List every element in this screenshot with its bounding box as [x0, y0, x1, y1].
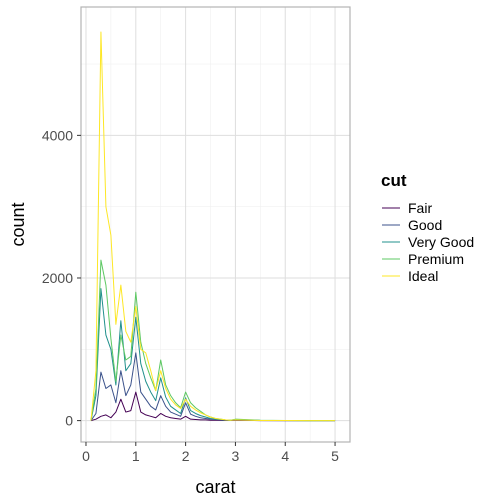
- x-tick-label: 0: [82, 448, 90, 464]
- x-tick-label: 4: [281, 448, 289, 464]
- y-axis-title: count: [8, 202, 28, 246]
- legend-label: Good: [408, 217, 442, 233]
- y-tick-label: 0: [65, 413, 73, 429]
- series-lines: [90, 31, 336, 422]
- legend-label: Fair: [408, 200, 432, 216]
- axes: 0 1 2 3 4 5 0 2000 4000: [42, 127, 339, 464]
- legend-label: Very Good: [408, 234, 474, 250]
- x-tick-label: 3: [232, 448, 240, 464]
- legend-title: cut: [381, 171, 407, 190]
- x-tick-label: 2: [182, 448, 190, 464]
- panel-border: [80, 6, 351, 443]
- y-tick-label: 4000: [42, 127, 73, 143]
- y-tick-label: 2000: [42, 270, 73, 286]
- series-line-ideal: [90, 31, 336, 422]
- legend-label: Premium: [408, 251, 464, 267]
- x-tick-label: 5: [331, 448, 339, 464]
- x-tick-label: 1: [132, 448, 140, 464]
- legend-label: Ideal: [408, 268, 438, 284]
- x-axis-title: carat: [195, 477, 235, 497]
